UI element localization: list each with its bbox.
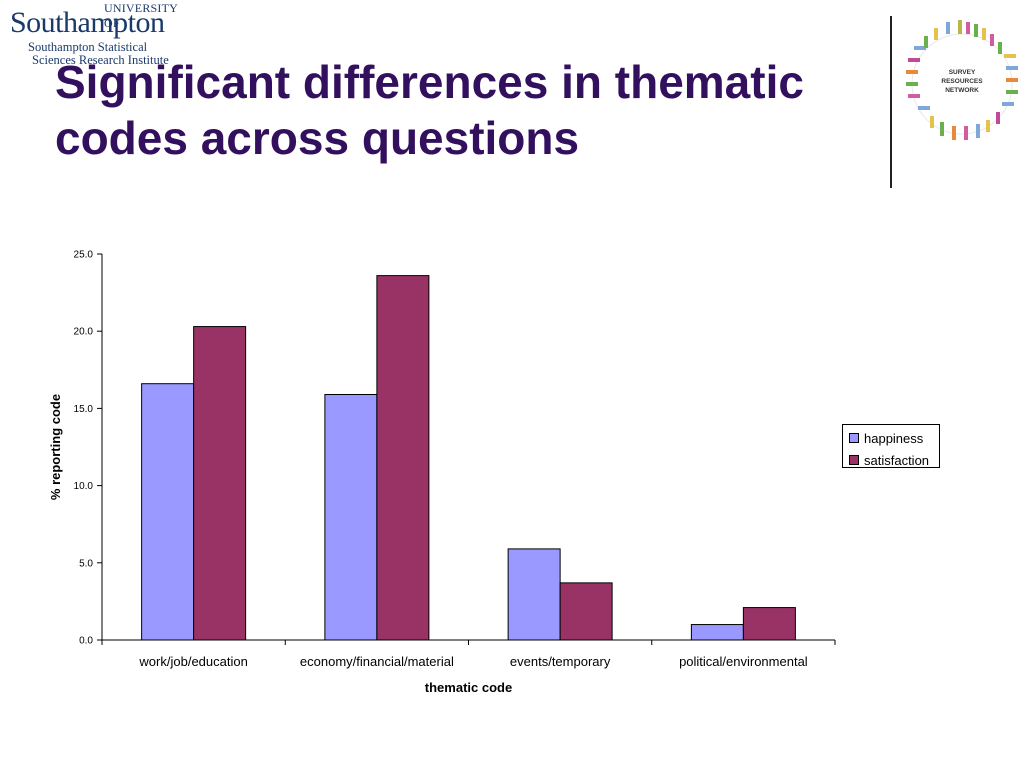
y-tick-label: 25.0 (74, 250, 94, 261)
srn-text-2: RESOURCES (941, 78, 983, 85)
legend-swatch-satisfaction (849, 455, 859, 465)
srn-ring-icon (906, 20, 1018, 140)
y-tick-label: 10.0 (74, 481, 94, 492)
y-tick-label: 0.0 (79, 636, 93, 647)
srn-text-1: SURVEY (949, 69, 976, 76)
legend-item-happiness: happiness (849, 430, 923, 446)
logo-southampton: Southampton (10, 6, 165, 39)
bar-satisfaction (559, 582, 613, 641)
university-logo: UNIVERSITY OF Southampton Southampton St… (10, 0, 190, 70)
y-tick-label: 15.0 (74, 404, 94, 415)
legend-swatch-happiness (849, 433, 859, 443)
legend-label-happiness: happiness (864, 430, 924, 446)
x-axis-label: thematic code (425, 680, 512, 695)
chart-legend: happiness satisfaction (842, 424, 940, 468)
y-tick-label: 20.0 (74, 327, 94, 338)
logo-institute-line1: Southampton Statistical (28, 40, 148, 54)
y-tick-label: 5.0 (79, 558, 93, 569)
x-tick-label: work/job/education (138, 654, 247, 669)
logo-institute-line2: Sciences Research Institute (32, 53, 169, 67)
bar-satisfaction (376, 275, 430, 641)
bar-satisfaction (193, 326, 247, 641)
bar-happiness (690, 624, 744, 641)
legend-item-satisfaction: satisfaction (849, 452, 929, 468)
survey-resources-network-logo: SURVEY RESOURCES NETWORK (906, 20, 1018, 140)
legend-label-satisfaction: satisfaction (864, 452, 930, 468)
y-axis-label: % reporting code (48, 394, 63, 500)
bar-happiness (141, 383, 195, 641)
header-divider (890, 16, 892, 188)
bar-happiness (507, 548, 561, 641)
bar-happiness (324, 394, 378, 641)
x-tick-label: events/temporary (510, 654, 611, 669)
srn-text-3: NETWORK (945, 87, 979, 94)
slide-title: Significant differences in thematic code… (55, 56, 804, 164)
x-tick-label: political/environmental (679, 654, 808, 669)
bar-satisfaction (742, 607, 796, 641)
x-tick-label: economy/financial/material (300, 654, 454, 669)
logo-university-of: UNIVERSITY OF (104, 1, 178, 30)
